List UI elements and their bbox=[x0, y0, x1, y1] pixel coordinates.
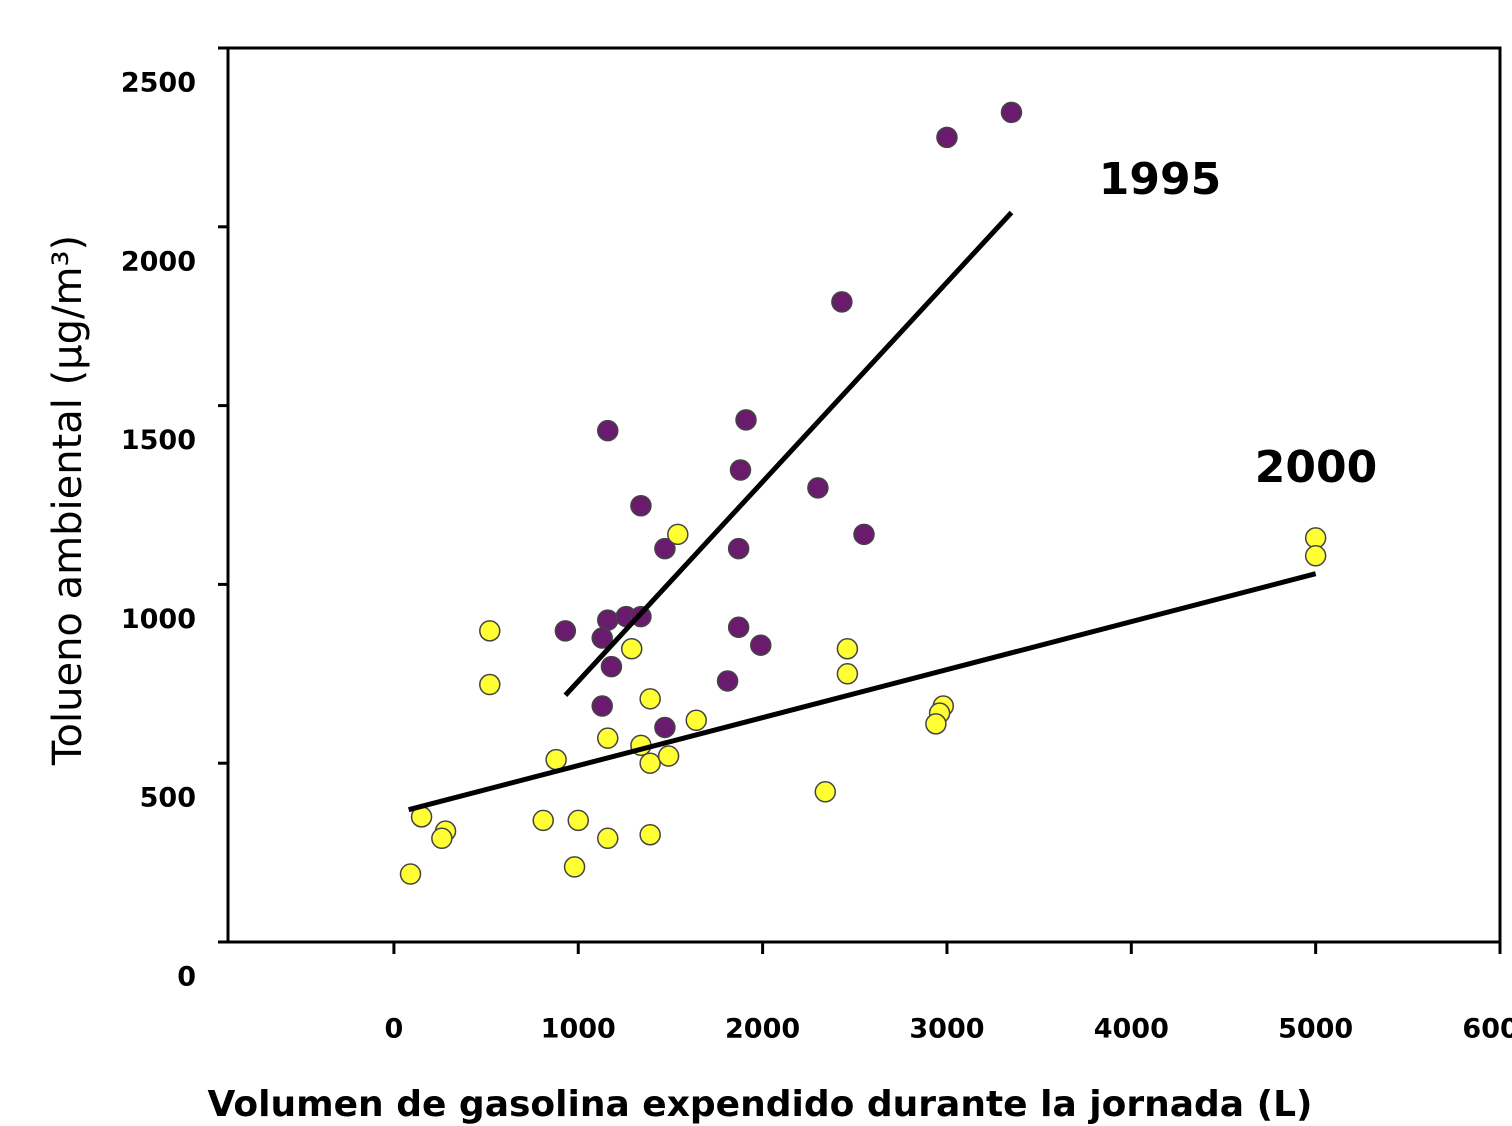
point bbox=[639, 688, 661, 710]
point bbox=[727, 537, 750, 560]
y-tick-label: 0 bbox=[177, 962, 196, 993]
plot-frame bbox=[226, 46, 1502, 944]
point bbox=[925, 713, 947, 735]
point bbox=[716, 670, 739, 692]
y-tick-label: 1500 bbox=[121, 425, 196, 456]
y-tick-label: 500 bbox=[140, 783, 196, 814]
point bbox=[597, 609, 619, 631]
series-label: 2000 bbox=[1255, 442, 1377, 493]
point bbox=[532, 809, 554, 832]
point bbox=[735, 409, 757, 431]
point bbox=[620, 638, 643, 660]
point bbox=[545, 748, 567, 771]
series-label: 1995 bbox=[1099, 154, 1221, 205]
point bbox=[563, 856, 586, 878]
point bbox=[814, 781, 837, 803]
x-tick-label: 6000 bbox=[1462, 1014, 1512, 1045]
point bbox=[836, 663, 859, 685]
point bbox=[836, 638, 859, 660]
x-tick-label: 0 bbox=[385, 1014, 404, 1045]
x-tick-label: 2000 bbox=[725, 1014, 800, 1045]
point bbox=[597, 727, 619, 749]
y-axis-label: Tolueno ambiental (µg/m³) bbox=[45, 235, 91, 766]
point bbox=[936, 126, 958, 149]
point bbox=[727, 616, 750, 639]
x-axis-label: Volumen de gasolina expendido durante la… bbox=[208, 1084, 1313, 1125]
point bbox=[591, 695, 613, 717]
x-tick-label: 4000 bbox=[1094, 1014, 1169, 1045]
point bbox=[597, 419, 619, 442]
trend-line bbox=[563, 210, 1014, 697]
point bbox=[1304, 545, 1327, 567]
point bbox=[591, 627, 613, 649]
point bbox=[639, 823, 661, 846]
point bbox=[654, 716, 676, 739]
point bbox=[431, 827, 453, 850]
y-tick-label: 2500 bbox=[121, 68, 196, 99]
point bbox=[479, 620, 501, 642]
point bbox=[750, 634, 772, 656]
x-tick-label: 3000 bbox=[909, 1014, 984, 1045]
trend-line bbox=[408, 571, 1317, 813]
x-tick-label: 5000 bbox=[1278, 1014, 1353, 1045]
point bbox=[597, 827, 619, 850]
point bbox=[554, 620, 577, 642]
y-tick-label: 2000 bbox=[121, 246, 196, 277]
point bbox=[630, 494, 652, 517]
point bbox=[667, 523, 689, 546]
point bbox=[657, 745, 680, 767]
point bbox=[831, 291, 853, 313]
point bbox=[600, 655, 623, 678]
point bbox=[654, 537, 676, 560]
x-tick-label: 1000 bbox=[541, 1014, 616, 1045]
point bbox=[567, 809, 590, 832]
point bbox=[685, 709, 707, 732]
point bbox=[729, 459, 752, 481]
point bbox=[1304, 527, 1327, 549]
point bbox=[853, 523, 875, 546]
point bbox=[807, 477, 829, 499]
point bbox=[479, 673, 501, 696]
y-tick-label: 1000 bbox=[121, 604, 196, 635]
point bbox=[1000, 101, 1023, 124]
point bbox=[639, 752, 661, 774]
point bbox=[399, 863, 422, 885]
